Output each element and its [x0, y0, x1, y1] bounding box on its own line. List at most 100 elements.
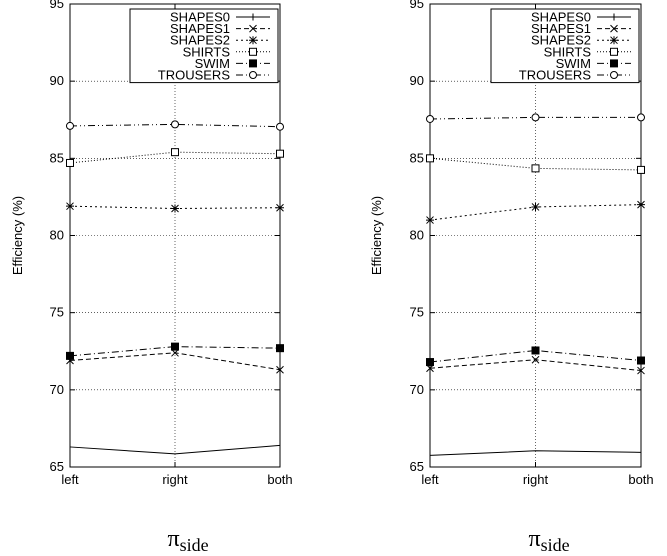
- legend-label: TROUSERS: [158, 68, 231, 83]
- y-tick-label: 90: [50, 73, 64, 88]
- series-shirts: [66, 148, 284, 167]
- legend-marker: [249, 71, 257, 79]
- data-point: [426, 114, 434, 123]
- series-line: [69, 444, 281, 455]
- x-tick-label: both: [628, 472, 653, 487]
- data-point: [171, 148, 179, 157]
- data-point: [426, 358, 434, 367]
- data-point: [276, 149, 284, 158]
- data-point: [426, 216, 434, 225]
- series-line: [429, 450, 642, 456]
- legend-label: TROUSERS: [519, 68, 592, 83]
- series-trousers: [66, 120, 284, 131]
- series-shapes0: [429, 450, 642, 456]
- data-point: [171, 204, 179, 213]
- x-tick-label: right: [162, 472, 188, 487]
- legend-marker: [610, 59, 618, 68]
- legend-marker: [249, 13, 257, 21]
- legend-label: SHAPES2: [531, 33, 591, 48]
- series-shirts: [426, 154, 645, 174]
- y-tick-label: 75: [410, 305, 424, 320]
- y-tick-label: 75: [50, 305, 64, 320]
- legend-label: SHAPES2: [170, 33, 230, 48]
- legend-box: [129, 8, 279, 84]
- data-point: [66, 351, 74, 360]
- legend-label: SWIM: [556, 56, 591, 71]
- legend-marker: [249, 36, 257, 45]
- data-point: [276, 122, 284, 131]
- y-tick-label: 95: [410, 0, 424, 11]
- x-axis-label-subscript: side: [180, 535, 209, 555]
- data-point: [276, 344, 284, 353]
- legend-marker: [249, 24, 257, 33]
- legend-marker: [610, 71, 618, 79]
- legend-marker: [610, 47, 618, 56]
- legend-label: SHAPES0: [170, 10, 230, 25]
- data-point: [276, 365, 284, 374]
- legend-label: SHIRTS: [544, 44, 592, 59]
- x-axis-label: πside: [528, 526, 569, 555]
- series-shapes1: [426, 355, 645, 375]
- y-axis-label: Efficiency (%): [369, 196, 384, 275]
- data-point: [66, 121, 74, 130]
- y-tick-label: 70: [50, 382, 64, 397]
- legend-marker: [610, 36, 618, 45]
- series-swim: [426, 346, 645, 367]
- legend-label: SHAPES1: [170, 21, 230, 36]
- y-tick-label: 65: [410, 459, 424, 474]
- plot-frame: [429, 3, 642, 468]
- y-tick-label: 90: [410, 73, 424, 88]
- y-tick-label: 65: [50, 459, 64, 474]
- series-trousers: [426, 113, 645, 123]
- x-tick-label: right: [523, 472, 549, 487]
- y-tick-label: 80: [50, 228, 64, 243]
- series-shapes0: [69, 444, 281, 455]
- legend-marker: [249, 47, 257, 56]
- series-shapes2: [426, 200, 645, 225]
- data-point: [531, 164, 540, 173]
- legend-label: SHAPES1: [531, 21, 591, 36]
- x-tick-label: both: [267, 472, 292, 487]
- y-tick-label: 85: [50, 150, 64, 165]
- y-tick-label: 85: [410, 150, 424, 165]
- legend-box: [490, 8, 640, 84]
- x-tick-label: left: [61, 472, 79, 487]
- series-swim: [66, 342, 284, 360]
- legend-marker: [610, 24, 618, 33]
- data-point: [171, 342, 179, 351]
- legend-marker: [610, 13, 618, 21]
- data-point: [426, 154, 434, 163]
- data-point: [637, 200, 645, 209]
- legend-marker: [249, 59, 257, 68]
- x-axis-label-symbol: π: [528, 526, 540, 552]
- data-point: [637, 165, 645, 174]
- y-tick-label: 70: [410, 382, 424, 397]
- data-point: [531, 346, 540, 355]
- data-point: [637, 113, 645, 122]
- y-axis-label: Efficiency (%): [10, 196, 25, 275]
- data-point: [66, 202, 74, 211]
- plot-frame: [69, 3, 281, 468]
- x-axis-label: πside: [167, 526, 208, 555]
- legend-label: SWIM: [195, 56, 230, 71]
- data-point: [637, 366, 645, 375]
- x-axis-label-subscript: side: [541, 535, 570, 555]
- data-point: [276, 203, 284, 212]
- x-axis-label-symbol: π: [167, 526, 179, 552]
- legend-label: SHAPES0: [531, 10, 591, 25]
- data-point: [531, 202, 540, 211]
- data-point: [531, 113, 540, 122]
- y-tick-label: 95: [50, 0, 64, 11]
- data-point: [66, 158, 74, 167]
- data-point: [637, 356, 645, 365]
- legend-label: SHIRTS: [183, 44, 231, 59]
- series-shapes2: [66, 202, 284, 213]
- x-tick-label: left: [421, 472, 439, 487]
- data-point: [171, 120, 179, 129]
- y-tick-label: 80: [410, 228, 424, 243]
